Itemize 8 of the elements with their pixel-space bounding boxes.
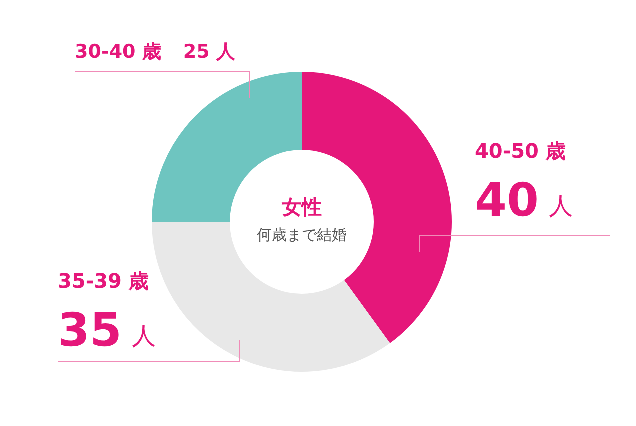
slice-label: 35-39 歳	[58, 269, 149, 293]
data-label: 25 人	[183, 41, 236, 63]
slice-label: 40-50 歳	[475, 139, 566, 163]
slice-label: 30-40 歳	[75, 41, 162, 63]
text: 女性	[281, 195, 322, 219]
text: 何歳まで結婚	[257, 226, 347, 244]
data-label: 35 人	[58, 303, 156, 357]
data-label: 40 人	[475, 173, 574, 227]
